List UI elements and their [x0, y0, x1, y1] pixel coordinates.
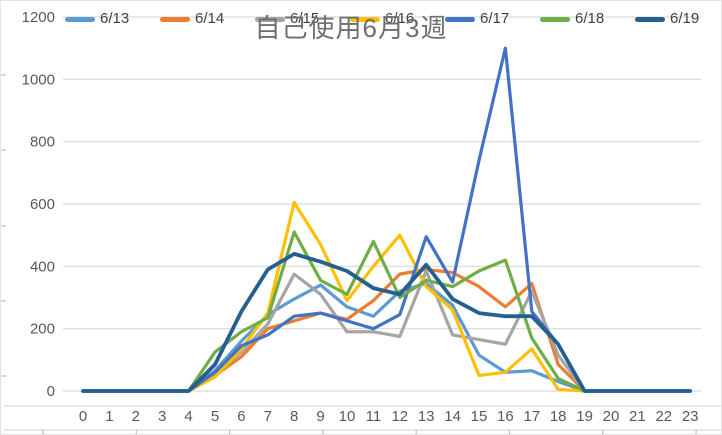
- x-axis-label-19: 19: [576, 408, 593, 425]
- y-axis-label-1000: 1000: [22, 71, 55, 88]
- legend-label: 6/18: [575, 10, 605, 27]
- legend-label: 6/16: [385, 10, 415, 27]
- x-axis-label-8: 8: [290, 408, 298, 425]
- legend-swatch-6/19: [635, 16, 665, 22]
- series-line-6/13[interactable]: [81, 281, 692, 393]
- legend-label: 6/13: [100, 10, 130, 27]
- y-axis-label-400: 400: [30, 258, 55, 275]
- y-axis-label-200: 200: [30, 321, 55, 338]
- x-axis-label-16: 16: [497, 408, 514, 425]
- x-axis-label-0: 0: [79, 408, 87, 425]
- legend-item-6/14[interactable]: 6/14: [160, 9, 255, 29]
- x-axis-label-20: 20: [603, 408, 620, 425]
- legend-swatch-6/16: [350, 16, 380, 22]
- series-line-6/19[interactable]: [81, 251, 693, 393]
- chart-legend: 6/13 6/14 6/15 6/16 6/17 6/18 6/19: [65, 9, 721, 29]
- legend-item-6/17[interactable]: 6/17: [445, 9, 540, 29]
- x-axis-label-12: 12: [391, 408, 408, 425]
- x-axis-label-9: 9: [316, 408, 324, 425]
- x-axis-label-11: 11: [366, 408, 382, 425]
- legend-item-6/19[interactable]: 6/19: [635, 9, 721, 29]
- legend-label: 6/14: [195, 10, 225, 27]
- x-axis-label-6: 6: [237, 408, 245, 425]
- x-axis-label-3: 3: [158, 408, 166, 425]
- x-axis-label-10: 10: [339, 408, 356, 425]
- legend-swatch-6/13: [65, 16, 95, 22]
- legend-item-6/16[interactable]: 6/16: [350, 9, 445, 29]
- legend-item-6/13[interactable]: 6/13: [65, 9, 160, 29]
- legend-swatch-6/14: [160, 16, 190, 22]
- legend-swatch-6/15: [255, 16, 285, 22]
- y-axis-label-600: 600: [30, 196, 55, 213]
- legend-label: 6/19: [670, 10, 700, 27]
- series-line-6/16[interactable]: [81, 200, 692, 393]
- series-line-6/17[interactable]: [81, 46, 692, 393]
- legend-swatch-6/18: [540, 16, 570, 22]
- x-axis-label-7: 7: [264, 408, 272, 425]
- x-axis-label-14: 14: [444, 408, 461, 425]
- x-axis-label-2: 2: [132, 408, 140, 425]
- x-axis-label-23: 23: [682, 408, 699, 425]
- legend-item-6/18[interactable]: 6/18: [540, 9, 635, 29]
- y-axis-label-1200: 1200: [22, 9, 55, 26]
- x-axis-label-5: 5: [211, 408, 219, 425]
- x-axis-label-17: 17: [523, 408, 540, 425]
- x-axis-label-13: 13: [418, 408, 435, 425]
- legend-label: 6/17: [480, 10, 510, 27]
- x-axis-label-15: 15: [471, 408, 488, 425]
- legend-label: 6/15: [290, 10, 320, 27]
- x-axis-label-21: 21: [629, 408, 646, 425]
- x-axis-label-4: 4: [184, 408, 192, 425]
- x-axis-label-1: 1: [105, 408, 113, 425]
- chart-title[interactable]: 自己使用6月3週: [254, 13, 448, 43]
- y-axis-label-0: 0: [47, 383, 55, 400]
- y-axis-label-800: 800: [30, 134, 55, 151]
- series-line-6/14[interactable]: [81, 267, 692, 393]
- legend-swatch-6/17: [445, 16, 475, 22]
- x-axis-label-22: 22: [655, 408, 672, 425]
- series-line-6/18[interactable]: [81, 230, 692, 393]
- x-axis-label-18: 18: [550, 408, 567, 425]
- legend-item-6/15[interactable]: 6/15: [255, 9, 350, 29]
